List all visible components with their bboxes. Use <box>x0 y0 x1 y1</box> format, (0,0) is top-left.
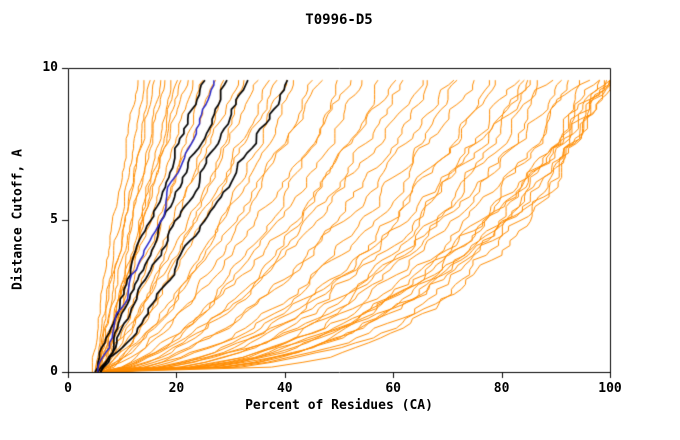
x-tick-label: 40 <box>276 381 293 396</box>
x-axis-label: Percent of Residues (CA) <box>245 398 433 413</box>
x-tick-label: 100 <box>598 381 622 396</box>
x-tick-label: 20 <box>168 381 185 396</box>
y-tick-label: 0 <box>50 364 58 379</box>
x-tick-label: 0 <box>64 381 72 396</box>
x-tick-label: 60 <box>385 381 402 396</box>
x-tick-label: 80 <box>493 381 510 396</box>
y-tick-label: 10 <box>42 60 58 75</box>
y-axis-label: Distance Cutoff, A <box>10 149 26 290</box>
y-tick-label: 5 <box>50 212 58 227</box>
